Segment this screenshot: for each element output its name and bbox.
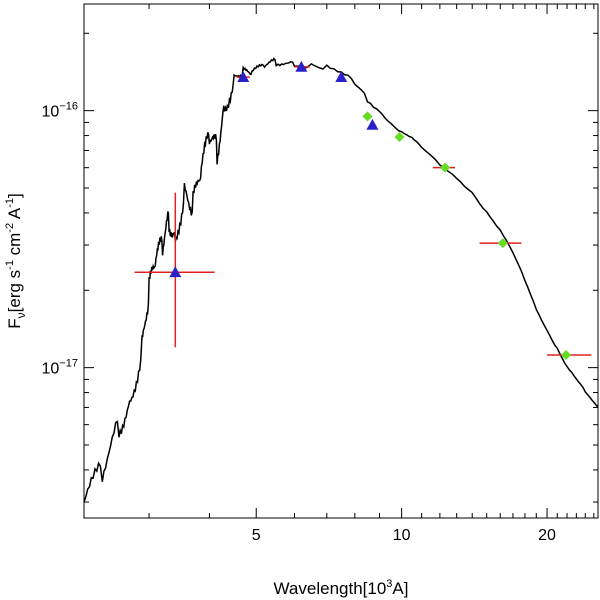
y-tick-label: 10−17 [42,358,78,378]
spectrum-line [83,57,599,503]
plot-frame [83,3,599,519]
axis-ticks [84,4,598,518]
diamond-marker [394,131,405,142]
diamond-marker [440,162,451,173]
triangle-marker [335,71,348,82]
y-tick-label: 10−16 [42,101,78,121]
x-tick-label: 5 [252,527,261,544]
triangle-marker [169,266,182,278]
x-tick-label: 10 [393,527,411,544]
triangle-marker [237,71,250,82]
diamond-marker [362,111,373,122]
x-tick-label: 20 [538,527,556,544]
triangle-marker [295,60,308,72]
model-spectrum [83,57,599,503]
y-axis-label: Fν[erg s-1 cm-2 A-1] [4,193,28,329]
diamond-marker [497,238,508,249]
triangle-marker [366,118,379,130]
data-markers [169,60,572,360]
error-bars [134,66,592,356]
tick-labels: 5 10 20 10−16 10−17 [42,101,557,544]
diamond-marker [561,349,572,360]
x-axis-label: Wavelength[103A] [274,578,409,598]
